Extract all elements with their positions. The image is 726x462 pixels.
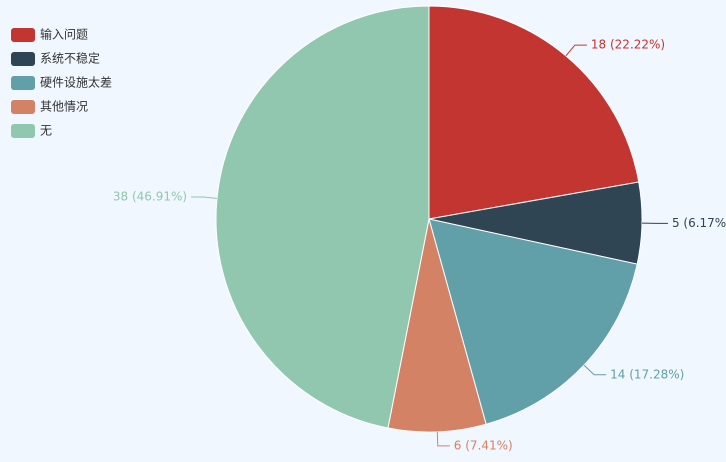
legend-label: 系统不稳定 (40, 51, 100, 66)
pie-slice (215, 5, 430, 429)
data-label: 5 (6.17%) (672, 216, 726, 230)
label-line (583, 364, 607, 376)
legend-swatch (11, 124, 35, 138)
legend-swatch (11, 28, 35, 42)
data-label: 18 (22.22%) (591, 38, 665, 52)
legend-label: 其他情况 (40, 100, 88, 114)
legend-label: 无 (40, 124, 52, 138)
legend-swatch (11, 76, 35, 90)
label-line (565, 44, 587, 57)
data-label: 38 (46.91%) (113, 190, 187, 204)
legend-label: 硬件设施太差 (40, 75, 112, 90)
legend-swatch (11, 100, 35, 114)
legend-label: 输入问题 (40, 27, 88, 42)
legend-swatch (11, 52, 35, 66)
pie-slice (428, 218, 638, 425)
data-label: 6 (7.41%) (454, 438, 513, 452)
pie-slice (428, 5, 640, 220)
label-line (436, 431, 450, 447)
pie-slice (387, 218, 487, 433)
label-line (191, 196, 218, 199)
data-label: 14 (17.28%) (610, 367, 684, 381)
